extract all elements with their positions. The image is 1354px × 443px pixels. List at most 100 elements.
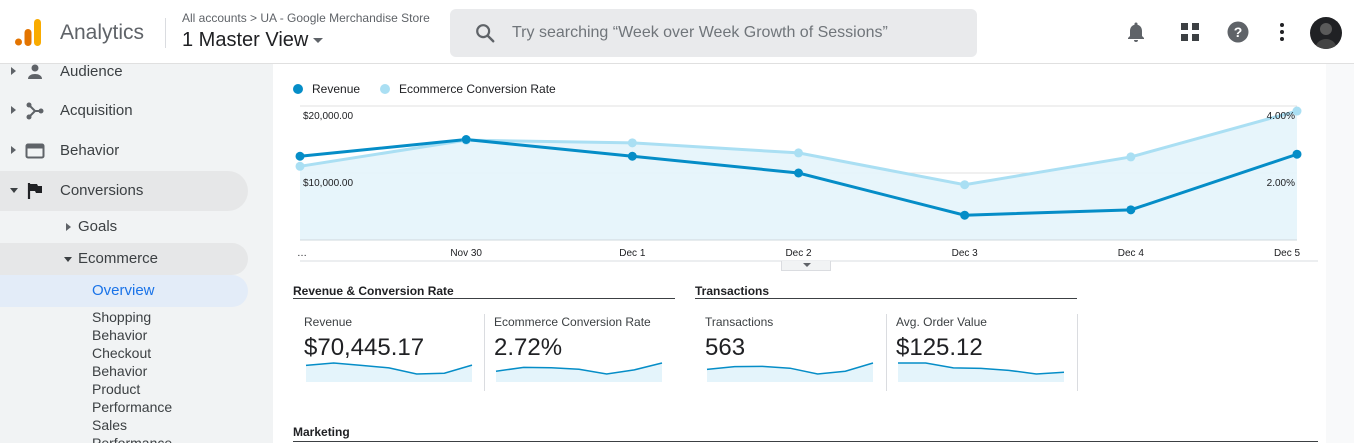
line-chart[interactable]: $20,000.00 $10,000.00 4.00% 2.00% … Nov 30 Dec…: [273, 64, 1326, 264]
sparkline-line: [706, 362, 874, 375]
metric-label: Avg. Order Value: [896, 315, 987, 329]
x-tick-label: Dec 3: [952, 248, 979, 259]
sidebar-item-shopping-behavior[interactable]: Shopping Behavior: [92, 308, 151, 344]
sidebar-item-label: Performance: [92, 435, 173, 443]
sidebar-item-ecommerce[interactable]: Ecommerce: [0, 243, 248, 275]
section-underline: [695, 298, 1077, 299]
point-conversion-rate: [627, 138, 637, 148]
sidebar-item-label: Conversions: [60, 182, 144, 199]
point-revenue: [1292, 149, 1302, 159]
svg-text:?: ?: [1234, 24, 1243, 40]
section-underline: [293, 441, 1318, 442]
x-tick-label: …: [297, 248, 307, 259]
header-divider: [165, 18, 166, 48]
sparkline-line: [495, 362, 663, 375]
avatar-image: [1315, 23, 1337, 49]
sidebar-item-label: Overview: [92, 282, 155, 299]
sidebar-item-label: Checkout: [92, 345, 152, 361]
analytics-logo-icon[interactable]: [14, 18, 42, 46]
point-conversion-rate: [295, 161, 305, 171]
sidebar-item-label: Goals: [78, 218, 118, 235]
sparkline-area: [306, 363, 472, 382]
x-tick-label: Dec 1: [619, 248, 646, 259]
point-revenue: [461, 135, 471, 144]
metric-conversion-rate[interactable]: Ecommerce Conversion Rate 2.72%: [484, 314, 674, 392]
sidebar-item-label: Performance: [92, 399, 173, 415]
sparkline-line: [305, 362, 473, 375]
point-revenue: [295, 151, 305, 161]
view-selector[interactable]: 1 Master View: [182, 29, 324, 52]
metric-divider: [1077, 314, 1078, 391]
person-icon: [28, 64, 42, 79]
sidebar-item-product-performance[interactable]: Product Performance: [92, 380, 172, 416]
metric-label: Transactions: [705, 315, 774, 329]
metric-label: Revenue: [304, 315, 353, 329]
sparkline-line: [898, 362, 1065, 375]
metric-label: Ecommerce Conversion Rate: [494, 315, 651, 329]
metric-avg-order-value[interactable]: Avg. Order Value $125.12: [886, 314, 1076, 392]
sidebar-item-overview[interactable]: Overview: [0, 275, 248, 307]
metric-revenue[interactable]: Revenue $70,445.17: [294, 314, 484, 392]
overview-card: Revenue Ecommerce Conversion Rate $20,00…: [273, 64, 1326, 443]
chevron-down-icon: [64, 257, 72, 262]
sparkline: [898, 362, 1065, 382]
metric-divider: [886, 314, 887, 391]
y-left-tick-label: $20,000.00: [303, 111, 353, 122]
sidebar-item-label: Behavior: [92, 363, 148, 379]
chevron-down-icon: [10, 188, 18, 193]
metric-value: $70,445.17: [304, 334, 425, 361]
legend-label: Revenue: [312, 82, 361, 96]
sparkline-area: [898, 363, 1064, 382]
sparkline: [495, 362, 663, 382]
sidebar-item-label: Shopping: [92, 309, 152, 325]
point-revenue: [960, 210, 970, 220]
section-title-marketing: Marketing: [293, 425, 350, 439]
sidebar-item-label: Product: [92, 381, 141, 397]
metric-value: 2.72%: [494, 334, 563, 361]
chart-expand-toggle[interactable]: [781, 261, 831, 271]
metric-divider: [484, 314, 485, 391]
x-tick-label: Dec 2: [785, 248, 812, 259]
caret-down-icon: [313, 38, 324, 44]
sidebar-item-conversions[interactable]: Conversions: [0, 171, 248, 211]
more-vert-icon[interactable]: [1270, 20, 1294, 44]
sidebar-item-label: Sales: [92, 417, 128, 433]
y-right-tick-label: 2.00%: [1267, 178, 1295, 189]
legend-dot-revenue: [293, 84, 303, 94]
view-name: 1 Master View: [182, 29, 309, 51]
metric-transactions[interactable]: Transactions 563: [695, 314, 885, 392]
apps-grid-icon[interactable]: [1178, 20, 1202, 44]
point-conversion-rate: [960, 180, 970, 190]
acquisition-icon: [26, 102, 44, 120]
sparkline: [305, 362, 473, 382]
point-conversion-rate: [1292, 106, 1302, 116]
metric-end-divider: [1077, 314, 1078, 392]
point-conversion-rate: [794, 148, 803, 158]
legend-conversion-rate[interactable]: Ecommerce Conversion Rate: [380, 82, 556, 96]
sidebar-item-checkout-behavior[interactable]: Checkout Behavior: [92, 344, 151, 380]
sidebar-item-label: Acquisition: [60, 102, 133, 119]
app-name: Analytics: [60, 21, 145, 44]
search-box[interactable]: [450, 9, 977, 57]
sidebar-item-sales-performance[interactable]: Sales Performance: [92, 416, 172, 443]
section-title-transactions: Transactions: [695, 284, 770, 298]
point-revenue: [794, 168, 803, 178]
search-icon: [476, 24, 495, 43]
breadcrumb[interactable]: All accounts > UA - Google Merchandise S…: [182, 11, 430, 25]
bell-icon[interactable]: [1124, 20, 1148, 44]
metric-value: 563: [705, 334, 746, 361]
point-revenue: [1126, 205, 1136, 215]
x-tick-label: Nov 30: [450, 248, 482, 259]
legend-revenue[interactable]: Revenue: [293, 82, 360, 96]
y-right-tick-label: 4.00%: [1267, 111, 1295, 122]
x-tick-label: Dec 4: [1118, 248, 1145, 259]
help-icon[interactable]: ?: [1226, 20, 1250, 44]
legend-label: Ecommerce Conversion Rate: [399, 82, 556, 96]
sidebar-item-label: Ecommerce: [78, 250, 159, 267]
sidebar-item-label: Behavior: [92, 327, 148, 343]
point-revenue: [627, 151, 637, 161]
sidebar-item-label: Audience: [60, 64, 123, 80]
search-input[interactable]: [512, 19, 952, 47]
avatar[interactable]: [1310, 17, 1342, 49]
legend-dot-conversion-rate: [380, 84, 390, 94]
